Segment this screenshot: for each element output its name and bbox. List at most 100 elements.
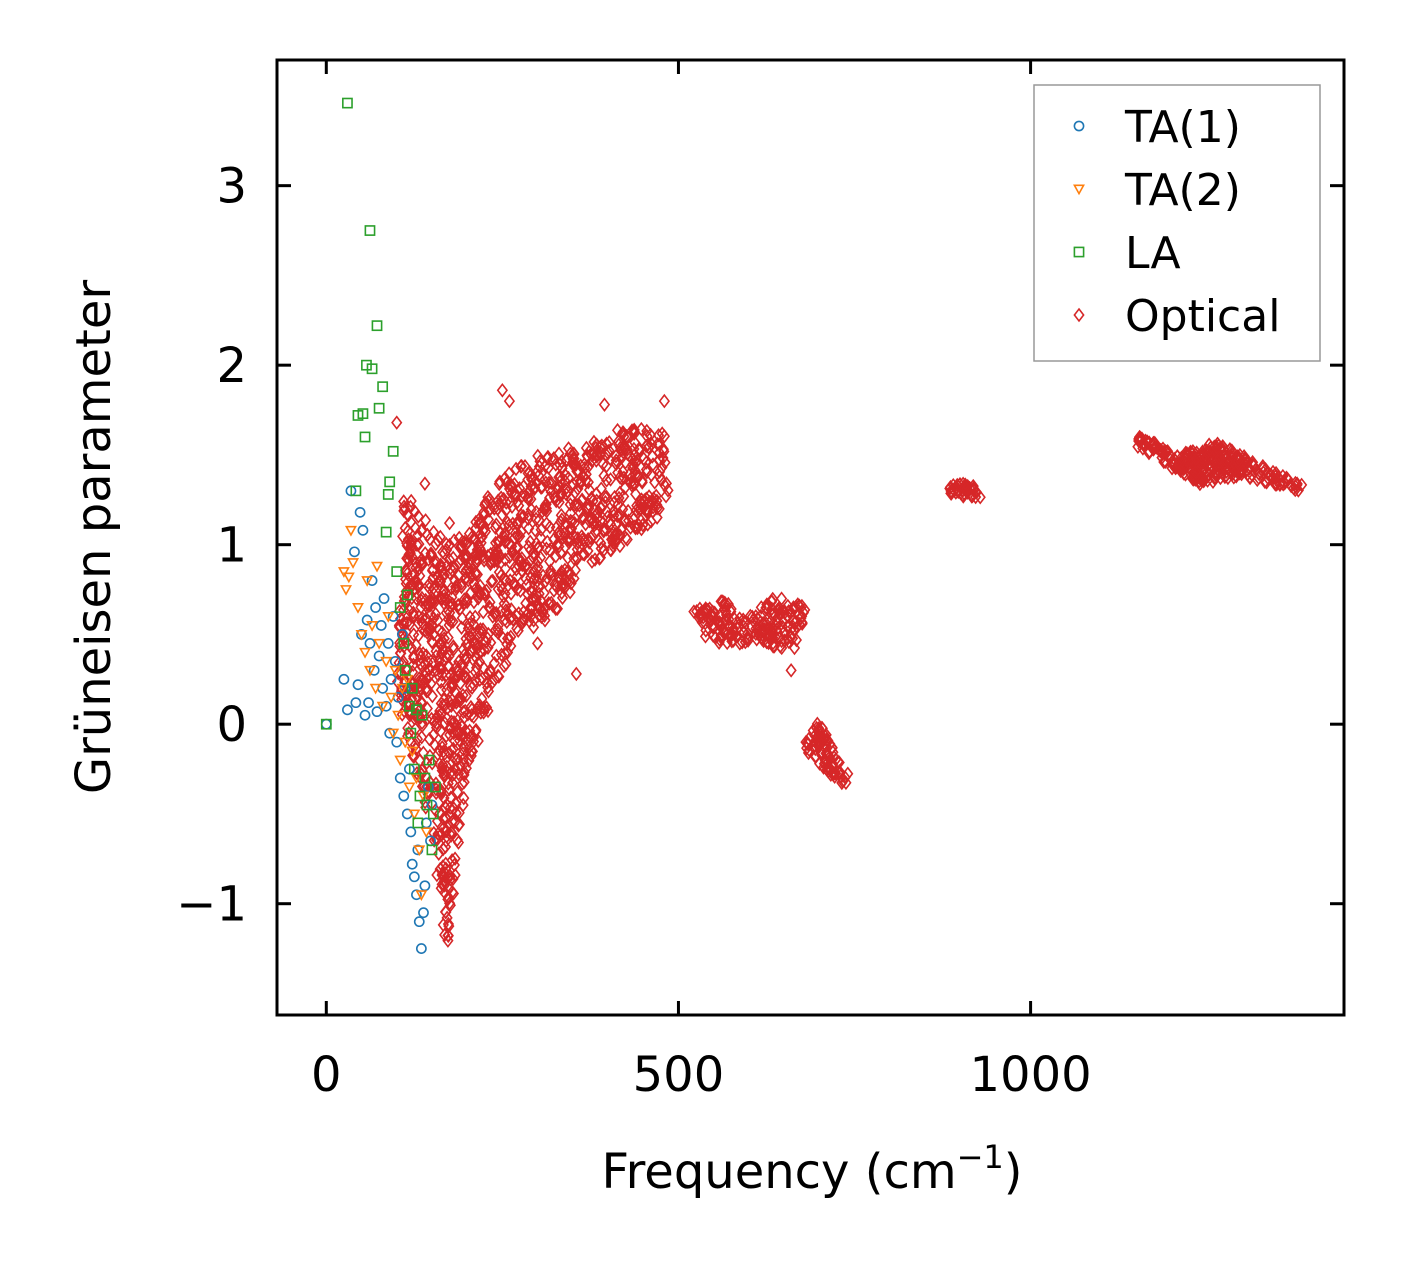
optical-point — [451, 784, 464, 800]
optical-point — [821, 759, 834, 775]
optical-point — [589, 552, 601, 567]
optical-point — [762, 635, 775, 651]
optical-point — [434, 806, 446, 821]
optical-point — [1212, 467, 1224, 482]
optical-point — [447, 677, 459, 692]
optical-point — [1225, 465, 1237, 480]
optical-point — [594, 550, 607, 565]
la-point — [371, 320, 383, 332]
optical-point — [458, 790, 470, 806]
optical-point — [415, 600, 427, 615]
optical-point — [1198, 451, 1211, 466]
optical-point — [562, 563, 575, 579]
optical-point — [431, 867, 443, 883]
optical-point — [435, 723, 447, 739]
optical-point — [454, 601, 466, 616]
optical-point — [500, 598, 512, 614]
optical-point — [464, 678, 476, 694]
optical-point — [1201, 473, 1214, 488]
optical-point — [503, 518, 515, 533]
optical-point — [755, 608, 767, 624]
la-point — [412, 817, 424, 829]
optical-point — [628, 426, 640, 442]
ta1-point — [384, 727, 396, 739]
optical-point — [634, 501, 646, 516]
optical-point — [456, 726, 468, 742]
optical-point — [437, 640, 449, 656]
optical-point — [713, 608, 726, 624]
ta1-point — [380, 700, 392, 712]
optical-point — [391, 415, 403, 430]
optical-point — [413, 561, 425, 577]
optical-point — [802, 745, 815, 761]
optical-point — [541, 534, 553, 550]
optical-point — [447, 614, 459, 629]
optical-point — [403, 637, 415, 653]
optical-point — [543, 490, 556, 506]
optical-point — [494, 474, 506, 489]
optical-point — [403, 617, 416, 632]
optical-point — [783, 618, 795, 634]
optical-point — [433, 708, 445, 724]
optical-point — [428, 524, 440, 540]
optical-point — [478, 642, 490, 658]
optical-point — [432, 573, 445, 589]
optical-point — [441, 700, 453, 716]
optical-point — [650, 488, 662, 504]
optical-point — [428, 554, 440, 570]
optical-point — [460, 631, 472, 646]
optical-point — [640, 455, 652, 470]
optical-point — [510, 540, 522, 555]
optical-point — [1133, 429, 1146, 445]
la-point — [320, 718, 332, 730]
optical-point — [482, 680, 494, 695]
optical-point — [1191, 445, 1203, 460]
la-point — [421, 799, 433, 811]
axis-ticks — [277, 60, 1344, 1015]
optical-point — [721, 635, 733, 651]
ta2-point — [396, 683, 409, 695]
ta1-point — [419, 880, 431, 892]
plot-frame — [275, 58, 1346, 1017]
optical-point — [555, 507, 567, 523]
optical-point — [525, 502, 537, 517]
optical-point — [473, 583, 485, 599]
optical-point — [641, 428, 653, 444]
optical-point — [966, 488, 978, 504]
optical-point — [642, 437, 654, 452]
optical-point — [580, 440, 593, 456]
ta2-point — [344, 525, 357, 537]
optical-point — [572, 481, 584, 497]
optical-point — [511, 494, 524, 510]
optical-point — [762, 611, 774, 627]
optical-point — [598, 397, 611, 412]
optical-point — [500, 603, 512, 618]
optical-point — [658, 428, 670, 444]
optical-point — [658, 393, 670, 409]
optical-point — [526, 599, 538, 615]
optical-point — [536, 504, 548, 519]
optical-point — [1137, 436, 1149, 451]
ta1-point — [361, 614, 373, 626]
optical-point — [495, 578, 507, 593]
optical-point — [514, 528, 526, 544]
la-point — [359, 431, 371, 443]
optical-point — [457, 751, 470, 767]
optical-point — [506, 539, 518, 554]
optical-point — [574, 505, 586, 521]
optical-point — [519, 559, 531, 574]
optical-point — [783, 634, 795, 650]
optical-point — [750, 609, 762, 624]
optical-point — [493, 496, 505, 511]
optical-point — [393, 603, 406, 619]
optical-point — [457, 746, 469, 761]
optical-point — [432, 612, 444, 628]
optical-point — [723, 612, 735, 627]
optical-point — [529, 480, 541, 495]
optical-point — [694, 609, 707, 624]
optical-point — [444, 613, 457, 629]
optical-point — [562, 550, 574, 566]
optical-point — [627, 460, 639, 476]
optical-point — [462, 706, 474, 722]
optical-point — [524, 534, 536, 550]
